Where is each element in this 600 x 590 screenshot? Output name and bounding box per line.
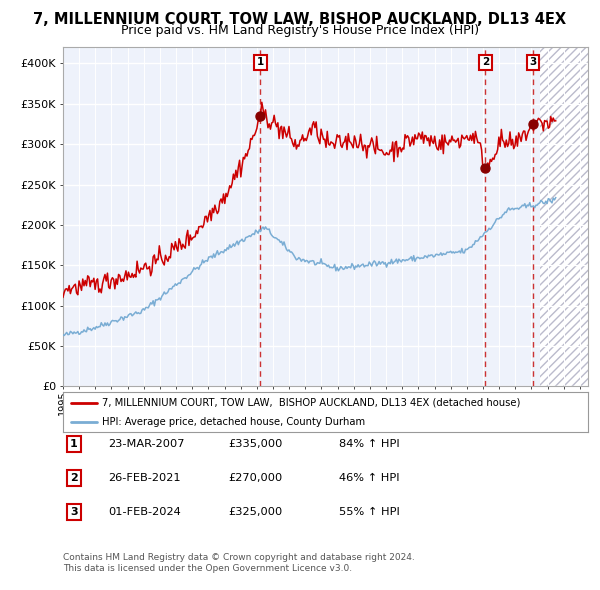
Text: 84% ↑ HPI: 84% ↑ HPI	[339, 439, 400, 448]
Text: 1: 1	[257, 57, 264, 67]
Text: 46% ↑ HPI: 46% ↑ HPI	[339, 473, 400, 483]
Text: Contains HM Land Registry data © Crown copyright and database right 2024.: Contains HM Land Registry data © Crown c…	[63, 553, 415, 562]
Text: 7, MILLENNIUM COURT, TOW LAW,  BISHOP AUCKLAND, DL13 4EX (detached house): 7, MILLENNIUM COURT, TOW LAW, BISHOP AUC…	[103, 398, 521, 408]
Text: 23-MAR-2007: 23-MAR-2007	[108, 439, 185, 448]
Text: £270,000: £270,000	[228, 473, 282, 483]
Bar	[539, 47, 588, 386]
Text: 3: 3	[70, 507, 77, 517]
Text: 26-FEB-2021: 26-FEB-2021	[108, 473, 181, 483]
Text: £325,000: £325,000	[228, 507, 282, 517]
Text: 01-FEB-2024: 01-FEB-2024	[108, 507, 181, 517]
Text: 2: 2	[482, 57, 489, 67]
Text: This data is licensed under the Open Government Licence v3.0.: This data is licensed under the Open Gov…	[63, 565, 352, 573]
Text: 1: 1	[70, 439, 77, 448]
Text: Price paid vs. HM Land Registry's House Price Index (HPI): Price paid vs. HM Land Registry's House …	[121, 24, 479, 37]
Text: HPI: Average price, detached house, County Durham: HPI: Average price, detached house, Coun…	[103, 417, 365, 427]
Text: 55% ↑ HPI: 55% ↑ HPI	[339, 507, 400, 517]
Text: 2: 2	[70, 473, 77, 483]
Text: 7, MILLENNIUM COURT, TOW LAW, BISHOP AUCKLAND, DL13 4EX: 7, MILLENNIUM COURT, TOW LAW, BISHOP AUC…	[34, 12, 566, 27]
Text: 3: 3	[529, 57, 536, 67]
Text: £335,000: £335,000	[228, 439, 283, 448]
